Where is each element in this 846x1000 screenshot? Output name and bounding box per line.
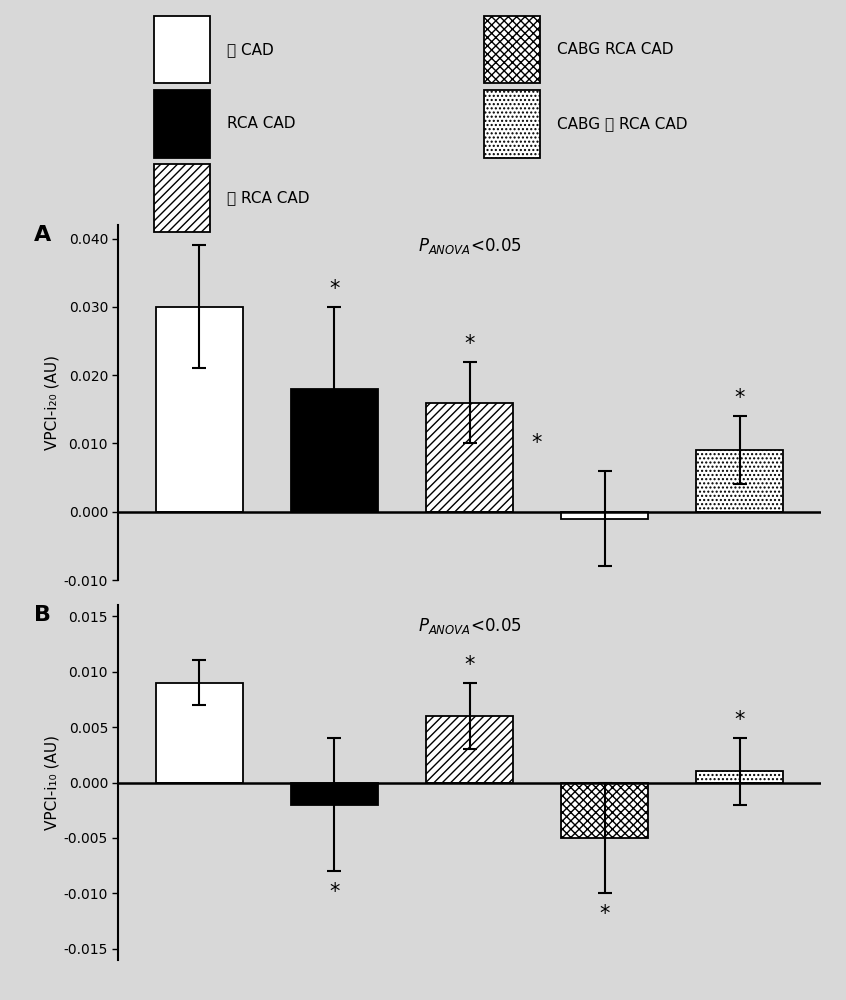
- Bar: [484, 90, 540, 158]
- Bar: [426, 403, 514, 512]
- Bar: [484, 16, 540, 83]
- Text: RCA CAD: RCA CAD: [228, 116, 296, 131]
- Text: *: *: [734, 388, 744, 408]
- Text: $P_{ANOVA}$<0.05: $P_{ANOVA}$<0.05: [418, 616, 521, 636]
- Bar: [154, 164, 210, 232]
- Bar: [561, 782, 648, 838]
- Text: *: *: [734, 710, 744, 730]
- Text: CABG 非 RCA CAD: CABG 非 RCA CAD: [558, 116, 688, 131]
- Text: *: *: [464, 334, 475, 354]
- Bar: [426, 716, 514, 782]
- Bar: [154, 90, 210, 158]
- Bar: [156, 307, 244, 512]
- Bar: [561, 512, 648, 519]
- Text: *: *: [464, 655, 475, 675]
- Text: A: A: [34, 225, 52, 245]
- Text: 非 RCA CAD: 非 RCA CAD: [228, 191, 310, 206]
- Text: *: *: [532, 433, 542, 453]
- Text: $P_{ANOVA}$<0.05: $P_{ANOVA}$<0.05: [418, 236, 521, 256]
- Text: *: *: [599, 904, 610, 924]
- Bar: [291, 782, 378, 805]
- Bar: [156, 683, 244, 782]
- Text: 无 CAD: 无 CAD: [228, 42, 274, 57]
- Bar: [695, 771, 783, 782]
- Text: B: B: [34, 605, 51, 625]
- Text: CABG RCA CAD: CABG RCA CAD: [558, 42, 673, 57]
- Text: *: *: [329, 882, 340, 902]
- Bar: [154, 16, 210, 83]
- Bar: [291, 389, 378, 512]
- Y-axis label: VPCI-i₁₀ (AU): VPCI-i₁₀ (AU): [45, 735, 59, 830]
- Y-axis label: VPCI-i₂₀ (AU): VPCI-i₂₀ (AU): [45, 355, 59, 450]
- Text: *: *: [329, 279, 340, 299]
- Bar: [695, 450, 783, 512]
